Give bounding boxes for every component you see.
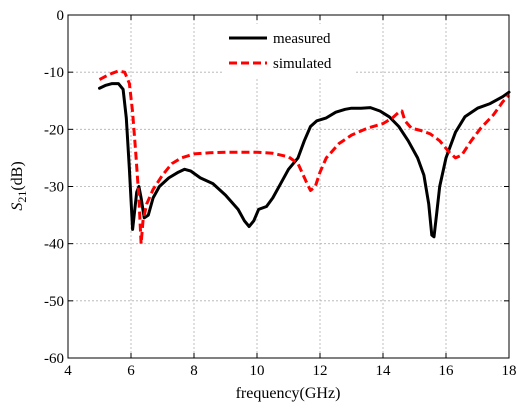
x-tick-label: 4 — [64, 363, 72, 379]
legend-label-simulated: simulated — [273, 56, 332, 72]
axis-ticks: 4 6 8 10 12 14 16 18 -60 -50 -40 -30 -20 -10 0 — [44, 8, 517, 379]
x-tick-label: 6 — [127, 363, 135, 379]
series-layer — [98, 69, 511, 246]
y-axis-title: S21(dB) — [9, 161, 29, 210]
y-tick-label: -50 — [44, 294, 64, 310]
series-line-simulated — [98, 69, 511, 246]
y-tick-label: 0 — [57, 8, 65, 24]
y-axis-unit: (dB) — [9, 161, 26, 190]
y-tick-label: -40 — [44, 237, 64, 253]
x-tick-label: 18 — [502, 363, 517, 379]
x-tick-label: 12 — [313, 363, 328, 379]
y-axis-symbol: S — [9, 203, 26, 211]
x-tick-label: 16 — [439, 363, 455, 379]
series-line-measured — [98, 82, 511, 239]
x-tick-label: 14 — [376, 363, 392, 379]
legend: measured simulated — [222, 24, 356, 77]
legend-box — [222, 24, 356, 77]
x-tick-label: 8 — [190, 363, 198, 379]
y-tick-label: -60 — [44, 351, 64, 367]
y-tick-label: -30 — [44, 180, 64, 196]
y-tick-label: -20 — [44, 122, 64, 138]
x-tick-label: 10 — [250, 363, 265, 379]
y-axis-subscript: 21 — [15, 191, 29, 203]
y-tick-label: -10 — [44, 65, 64, 81]
legend-label-measured: measured — [273, 31, 331, 47]
x-axis-title: frequency(GHz) — [236, 385, 341, 402]
